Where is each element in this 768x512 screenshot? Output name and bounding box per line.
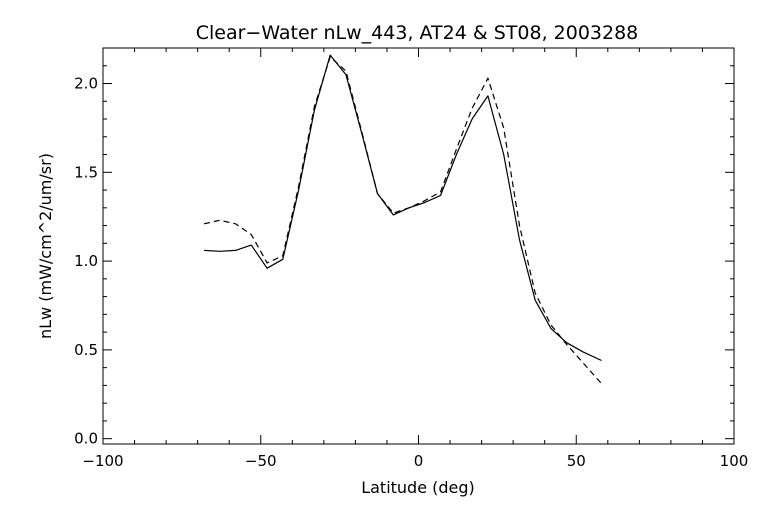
x-tick-label: 50 bbox=[567, 452, 586, 470]
y-tick-label: 0.0 bbox=[74, 430, 98, 448]
x-axis-label: Latitude (deg) bbox=[361, 478, 475, 497]
y-tick-label: 1.0 bbox=[74, 252, 98, 270]
plot-frame bbox=[102, 47, 735, 445]
solid-series-line bbox=[203, 54, 602, 362]
x-tick-label: −50 bbox=[245, 452, 277, 470]
y-tick-label: 1.5 bbox=[74, 163, 98, 181]
dashed-series-line bbox=[203, 56, 602, 384]
x-tick-label: 0 bbox=[414, 452, 424, 470]
x-tick-label: −100 bbox=[82, 452, 123, 470]
y-axis-ticks: 0.0 0.5 1.0 1.5 2.0 bbox=[74, 65, 734, 448]
x-tick-label: 100 bbox=[720, 452, 749, 470]
y-axis-label: nLw (mW/cm^2/um/sr) bbox=[36, 153, 55, 339]
y-tick-label: 0.5 bbox=[74, 341, 98, 359]
chart-title: Clear−Water nLw_443, AT24 & ST08, 200328… bbox=[196, 22, 639, 44]
series-group bbox=[203, 54, 602, 384]
y-tick-label: 2.0 bbox=[74, 75, 98, 93]
x-axis-ticks: −100 −50 0 50 100 bbox=[82, 48, 748, 470]
